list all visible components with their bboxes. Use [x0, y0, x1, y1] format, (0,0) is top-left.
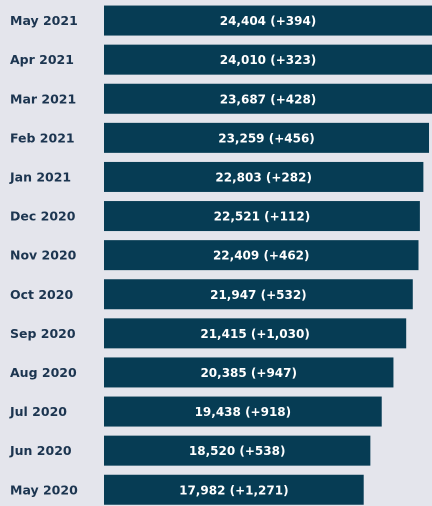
value-label: 19,438 (+918) [195, 405, 292, 419]
category-label: Mar 2021 [10, 91, 76, 106]
bar [104, 435, 371, 466]
value-label: 18,520 (+538) [189, 444, 286, 458]
bar [104, 318, 407, 349]
value-label: 21,415 (+1,030) [200, 327, 309, 341]
bar [104, 44, 432, 75]
category-label: Jun 2020 [9, 443, 72, 458]
value-label: 24,010 (+323) [220, 53, 317, 67]
value-label: 23,259 (+456) [218, 131, 315, 145]
value-label: 23,687 (+428) [220, 92, 317, 106]
bar [104, 201, 420, 232]
category-label: Apr 2021 [10, 52, 74, 67]
category-label: Dec 2020 [10, 209, 76, 224]
value-label: 22,803 (+282) [215, 170, 312, 184]
bar [104, 357, 394, 388]
bar [104, 5, 432, 36]
category-label: Jul 2020 [9, 404, 67, 419]
value-label: 17,982 (+1,271) [179, 483, 288, 497]
category-label: Nov 2020 [10, 248, 77, 263]
bar [104, 396, 382, 427]
category-label: May 2020 [10, 482, 78, 497]
bar [104, 279, 413, 310]
value-label: 20,385 (+947) [200, 366, 297, 380]
category-label: May 2021 [10, 13, 78, 28]
category-label: Oct 2020 [10, 287, 73, 302]
value-label: 24,404 (+394) [220, 14, 317, 28]
bar [104, 122, 430, 153]
value-label: 21,947 (+532) [210, 288, 307, 302]
value-label: 22,521 (+112) [214, 210, 311, 224]
value-label: 22,409 (+462) [213, 249, 310, 263]
category-label: Sep 2020 [10, 326, 76, 341]
bar [104, 83, 432, 114]
category-label: Feb 2021 [10, 130, 75, 145]
bar [104, 474, 364, 505]
category-label: Jan 2021 [9, 169, 71, 184]
bar [104, 161, 424, 192]
bar [104, 240, 419, 271]
category-label: Aug 2020 [10, 365, 77, 380]
